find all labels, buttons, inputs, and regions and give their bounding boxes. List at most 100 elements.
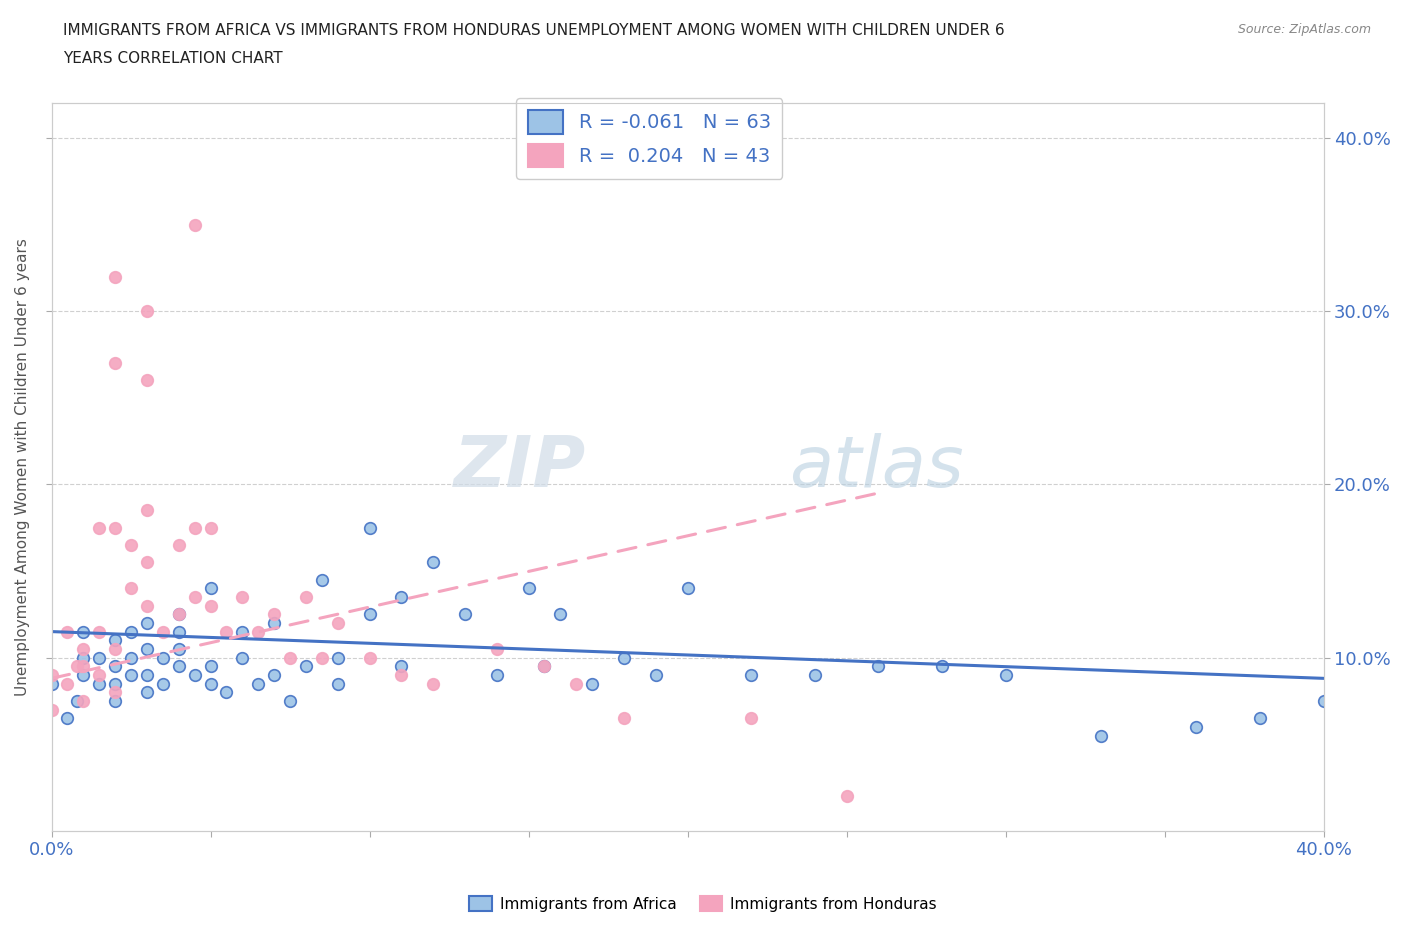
Text: atlas: atlas <box>789 432 965 501</box>
Point <box>120 668 142 683</box>
Point <box>485 642 508 657</box>
Point <box>1090 728 1112 743</box>
Point <box>231 590 253 604</box>
Point <box>72 668 94 683</box>
Point <box>1312 694 1334 709</box>
Legend: Immigrants from Africa, Immigrants from Honduras: Immigrants from Africa, Immigrants from … <box>463 889 943 918</box>
Point <box>740 711 762 725</box>
Point <box>41 702 63 717</box>
Point <box>136 555 159 570</box>
Point <box>136 684 159 699</box>
Point <box>263 616 285 631</box>
Point <box>389 590 412 604</box>
Point <box>152 650 174 665</box>
Point <box>56 711 79 725</box>
Point <box>311 650 333 665</box>
Point <box>868 658 890 673</box>
Point <box>326 616 349 631</box>
Point <box>231 624 253 639</box>
Point <box>215 684 238 699</box>
Point <box>740 668 762 683</box>
Point <box>422 676 444 691</box>
Point <box>311 572 333 587</box>
Point <box>326 676 349 691</box>
Point <box>41 668 63 683</box>
Point <box>613 711 636 725</box>
Point <box>167 607 190 622</box>
Point <box>550 607 572 622</box>
Point <box>56 624 79 639</box>
Point <box>200 676 222 691</box>
Point <box>120 650 142 665</box>
Point <box>167 538 190 552</box>
Point <box>1249 711 1271 725</box>
Point <box>72 624 94 639</box>
Point <box>485 668 508 683</box>
Point <box>326 650 349 665</box>
Point <box>167 658 190 673</box>
Point <box>152 676 174 691</box>
Point <box>247 624 270 639</box>
Point <box>278 694 301 709</box>
Point <box>104 676 127 691</box>
Point <box>152 624 174 639</box>
Point <box>454 607 477 622</box>
Point <box>183 520 205 535</box>
Point <box>136 304 159 319</box>
Point <box>581 676 603 691</box>
Point <box>359 607 381 622</box>
Point <box>72 694 94 709</box>
Point <box>295 590 318 604</box>
Text: YEARS CORRELATION CHART: YEARS CORRELATION CHART <box>63 51 283 66</box>
Point <box>359 650 381 665</box>
Point <box>66 658 89 673</box>
Point <box>89 668 111 683</box>
Point <box>931 658 953 673</box>
Point <box>533 658 555 673</box>
Point <box>136 616 159 631</box>
Point <box>66 694 89 709</box>
Point <box>359 520 381 535</box>
Point <box>263 668 285 683</box>
Point <box>517 581 540 596</box>
Point <box>613 650 636 665</box>
Text: IMMIGRANTS FROM AFRICA VS IMMIGRANTS FROM HONDURAS UNEMPLOYMENT AMONG WOMEN WITH: IMMIGRANTS FROM AFRICA VS IMMIGRANTS FRO… <box>63 23 1005 38</box>
Text: ZIP: ZIP <box>454 432 586 501</box>
Point <box>136 503 159 518</box>
Point <box>136 642 159 657</box>
Point <box>41 676 63 691</box>
Point <box>835 789 858 804</box>
Point <box>104 642 127 657</box>
Point <box>104 520 127 535</box>
Point <box>278 650 301 665</box>
Point <box>676 581 699 596</box>
Point <box>183 217 205 232</box>
Point <box>565 676 588 691</box>
Point <box>167 607 190 622</box>
Point <box>200 581 222 596</box>
Point <box>183 590 205 604</box>
Point <box>167 642 190 657</box>
Point <box>72 658 94 673</box>
Point <box>72 642 94 657</box>
Point <box>104 684 127 699</box>
Point <box>120 538 142 552</box>
Point <box>136 373 159 388</box>
Point <box>994 668 1017 683</box>
Legend: R = -0.061   N = 63, R =  0.204   N = 43: R = -0.061 N = 63, R = 0.204 N = 43 <box>516 99 783 179</box>
Point <box>200 658 222 673</box>
Point <box>104 632 127 647</box>
Point <box>215 624 238 639</box>
Point <box>804 668 827 683</box>
Point <box>200 598 222 613</box>
Point <box>89 520 111 535</box>
Point <box>533 658 555 673</box>
Point <box>167 624 190 639</box>
Point <box>56 676 79 691</box>
Point <box>422 555 444 570</box>
Point <box>389 668 412 683</box>
Point <box>104 694 127 709</box>
Text: Source: ZipAtlas.com: Source: ZipAtlas.com <box>1237 23 1371 36</box>
Point <box>136 668 159 683</box>
Point <box>89 650 111 665</box>
